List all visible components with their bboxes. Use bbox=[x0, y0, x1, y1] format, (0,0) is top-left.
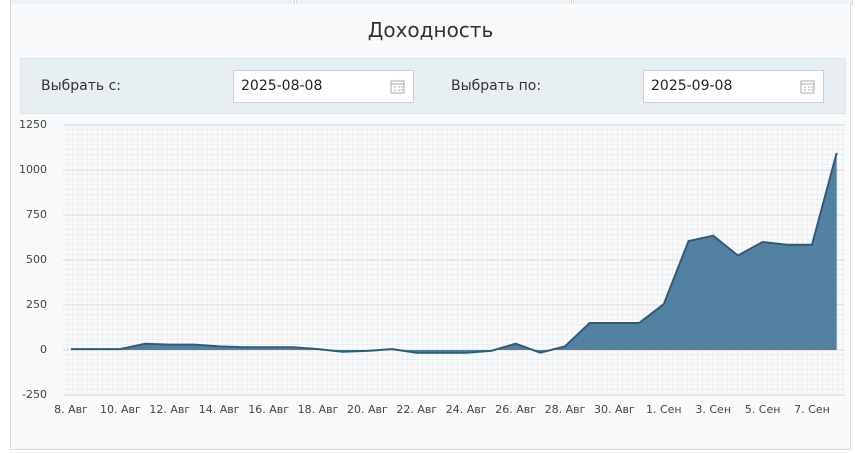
x-tick-label: 1. Сен bbox=[646, 403, 682, 416]
y-tick-label: 500 bbox=[26, 253, 47, 266]
x-tick-label: 7. Сен bbox=[794, 403, 830, 416]
area bbox=[71, 152, 837, 353]
to-input[interactable]: 2025-09-08 bbox=[643, 70, 824, 103]
x-tick-label: 30. Авг bbox=[594, 403, 635, 416]
y-tick-label: -250 bbox=[22, 388, 47, 401]
x-tick-label: 28. Авг bbox=[545, 403, 586, 416]
from-input[interactable]: 2025-08-08 bbox=[233, 70, 414, 103]
line bbox=[71, 152, 838, 354]
calendar-icon[interactable] bbox=[800, 79, 815, 94]
y-tick-label: 1000 bbox=[19, 163, 47, 176]
y-tick-label: 0 bbox=[40, 343, 47, 356]
x-tick-label: 3. Сен bbox=[695, 403, 731, 416]
to-label: Выбрать по: bbox=[451, 78, 542, 94]
x-tick-label: 10. Авг bbox=[100, 403, 141, 416]
y-tick-label: 750 bbox=[26, 208, 47, 221]
to-value: 2025-09-08 bbox=[651, 78, 733, 94]
y-tick-label: 250 bbox=[26, 298, 47, 311]
from-value: 2025-08-08 bbox=[241, 78, 323, 94]
x-tick-label: 12. Авг bbox=[149, 403, 190, 416]
x-tick-label: 26. Авг bbox=[495, 403, 536, 416]
x-tick-label: 16. Авг bbox=[248, 403, 289, 416]
title: Доходность bbox=[367, 18, 494, 42]
x-tick-label: 5. Сен bbox=[745, 403, 781, 416]
x-tick-label: 20. Авг bbox=[347, 403, 388, 416]
x-tick-label: 18. Авг bbox=[298, 403, 339, 416]
x-tick-label: 14. Авг bbox=[199, 403, 240, 416]
x-tick-label: 8. Авг bbox=[54, 403, 88, 416]
y-tick-label: 1250 bbox=[19, 118, 47, 131]
x-tick-label: 22. Авг bbox=[396, 403, 437, 416]
x-tick-label: 24. Авг bbox=[446, 403, 487, 416]
calendar-icon[interactable] bbox=[390, 79, 405, 94]
from-label: Выбрать с: bbox=[41, 78, 122, 94]
